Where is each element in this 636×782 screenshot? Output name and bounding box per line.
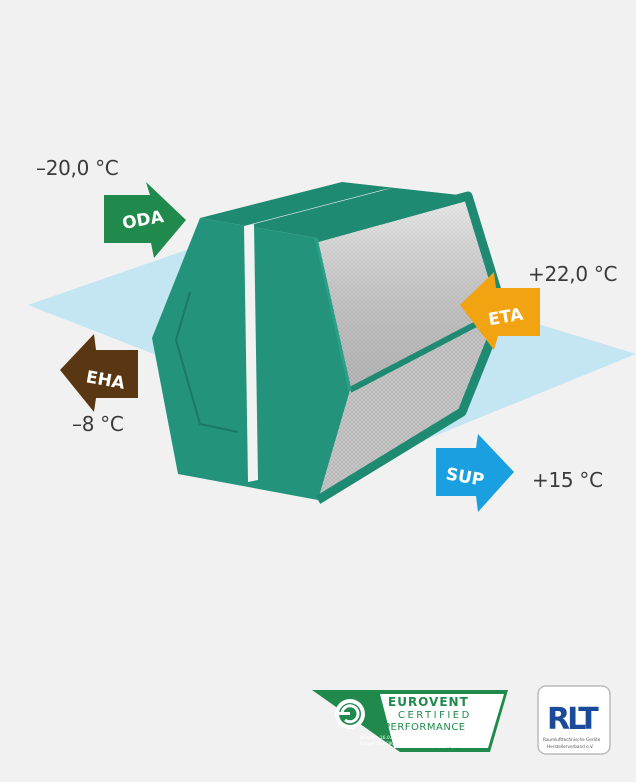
rlt-line2: Herstellerverband e.V. [547, 744, 594, 749]
rlt-logo: RLT Raumlufttechnische Geräte Hersteller… [537, 685, 611, 755]
oda-temperature: –20,0 °C [36, 156, 119, 180]
eurovent-range: Range: KLASIK [360, 741, 394, 747]
filter-mesh-lower [318, 310, 503, 500]
eurovent-url: www.eurovent-certification.com [404, 747, 476, 753]
oda-arrow: ODA [104, 182, 186, 258]
rlt-line1: Raumlufttechnische Geräte [543, 737, 601, 742]
eta-arrow: ETA [460, 272, 540, 350]
rlt-mark: RLT [547, 702, 599, 737]
eurovent-line2: PERFORMANCE [384, 722, 466, 733]
sup-temperature: +15 °C [532, 468, 603, 492]
heat-exchanger-unit [152, 182, 508, 504]
eha-temperature: –8 °C [72, 412, 124, 436]
white-strip [244, 188, 392, 226]
eha-arrow: EHA [60, 334, 138, 412]
sup-arrow: SUP [436, 434, 514, 512]
eurovent-logo: EUROVENT CERTIFIED PERFORMANCE AHU N°: 1… [312, 690, 508, 753]
unit-top-face [200, 182, 468, 238]
eurovent-line1: CERTIFIED [398, 710, 472, 721]
eta-temperature: +22,0 °C [528, 262, 618, 286]
eurovent-title: EUROVENT [388, 695, 469, 709]
eurovent-ahu: AHU N°: 16.03.003 [360, 735, 403, 741]
